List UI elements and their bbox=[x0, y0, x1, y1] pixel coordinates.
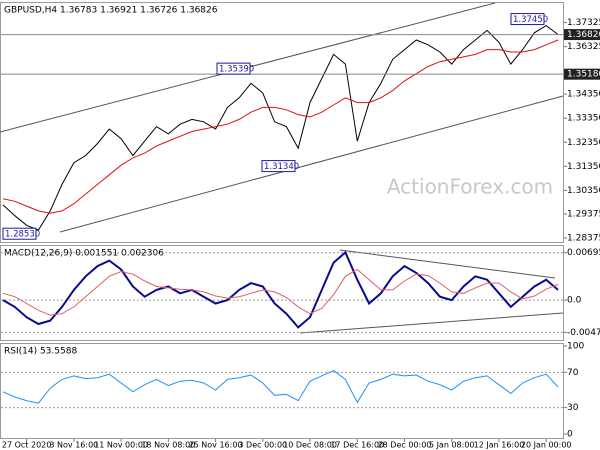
panel-title: MACD(12,26,9) 0.001551 0.002306 bbox=[4, 249, 164, 259]
series-line bbox=[2, 268, 559, 316]
annotation-label: 1.35390 bbox=[219, 65, 254, 75]
x-tick-label: 28 Dec 00:00 bbox=[378, 441, 432, 450]
price-label-box bbox=[564, 29, 600, 41]
y-tick-label: 1.37325 bbox=[567, 18, 600, 28]
macd-panel bbox=[0, 245, 564, 341]
y-tick-label: 30 bbox=[567, 403, 579, 413]
panel-title: GBPUSD,H4 1.36783 1.36921 1.36726 1.3682… bbox=[4, 6, 218, 16]
y-tick-label: 1.30350 bbox=[567, 186, 600, 196]
x-tick-label: 17 Dec 16:00 bbox=[330, 441, 384, 450]
x-tick-label: 20 Jan 00:00 bbox=[521, 441, 572, 450]
x-tick-label: 3 Dec 00:00 bbox=[238, 441, 287, 450]
annotation-box bbox=[261, 160, 296, 173]
y-tick-label: 1.29375 bbox=[567, 209, 600, 219]
annotation-label: 1.31340 bbox=[264, 162, 299, 172]
x-tick-label: 18 Nov 08:00 bbox=[141, 441, 195, 450]
x-tick-label: 3 Nov 16:00 bbox=[49, 441, 98, 450]
panel-title: RSI(14) 53.5588 bbox=[4, 347, 77, 357]
price-panel bbox=[0, 2, 564, 243]
y-tick-label: 1.36325 bbox=[567, 42, 600, 52]
annotation-box bbox=[216, 62, 251, 75]
channel-lower bbox=[59, 95, 564, 233]
x-tick-label: 10 Dec 08:00 bbox=[283, 441, 337, 450]
y-tick-label: 0.006956 bbox=[567, 248, 600, 258]
price-label-box bbox=[564, 68, 600, 80]
annotation-box bbox=[2, 227, 37, 240]
y-tick-label: 0 bbox=[567, 430, 573, 440]
annotation-label: 1.28530 bbox=[5, 230, 40, 240]
y-tick-label: 1.32350 bbox=[567, 138, 600, 148]
y-tick-label: -0.004736 bbox=[567, 328, 600, 338]
y-tick-label: 70 bbox=[567, 368, 579, 378]
macd-trend-upper bbox=[339, 249, 556, 279]
price-label: 1.35180 bbox=[567, 70, 600, 80]
series-line bbox=[2, 370, 559, 404]
series-line bbox=[2, 24, 559, 231]
macd-trend-lower bbox=[299, 312, 564, 334]
annotation-label: 1.37450 bbox=[513, 15, 548, 25]
rsi-panel bbox=[0, 343, 564, 439]
x-tick-label: 25 Nov 16:00 bbox=[189, 441, 243, 450]
x-tick-label: 11 Nov 00:00 bbox=[94, 441, 148, 450]
x-tick-label: 5 Jan 08:00 bbox=[429, 441, 475, 450]
y-tick-label: 1.33350 bbox=[567, 114, 600, 124]
y-tick-label: 0.0 bbox=[567, 296, 582, 306]
series-line bbox=[2, 39, 559, 214]
y-tick-label: 1.34350 bbox=[567, 90, 600, 100]
watermark: ActionForex.com bbox=[387, 175, 553, 199]
y-tick-label: 1.31350 bbox=[567, 162, 600, 172]
series-line bbox=[2, 250, 559, 329]
y-tick-label: 1.28375 bbox=[567, 233, 600, 243]
y-tick-label: 100 bbox=[567, 342, 584, 352]
price-label: 1.36826 bbox=[567, 30, 600, 40]
x-tick-label: 12 Jan 16:00 bbox=[474, 441, 525, 450]
x-tick-label: 27 Oct 2020 bbox=[2, 441, 51, 450]
annotation-box bbox=[510, 13, 545, 26]
